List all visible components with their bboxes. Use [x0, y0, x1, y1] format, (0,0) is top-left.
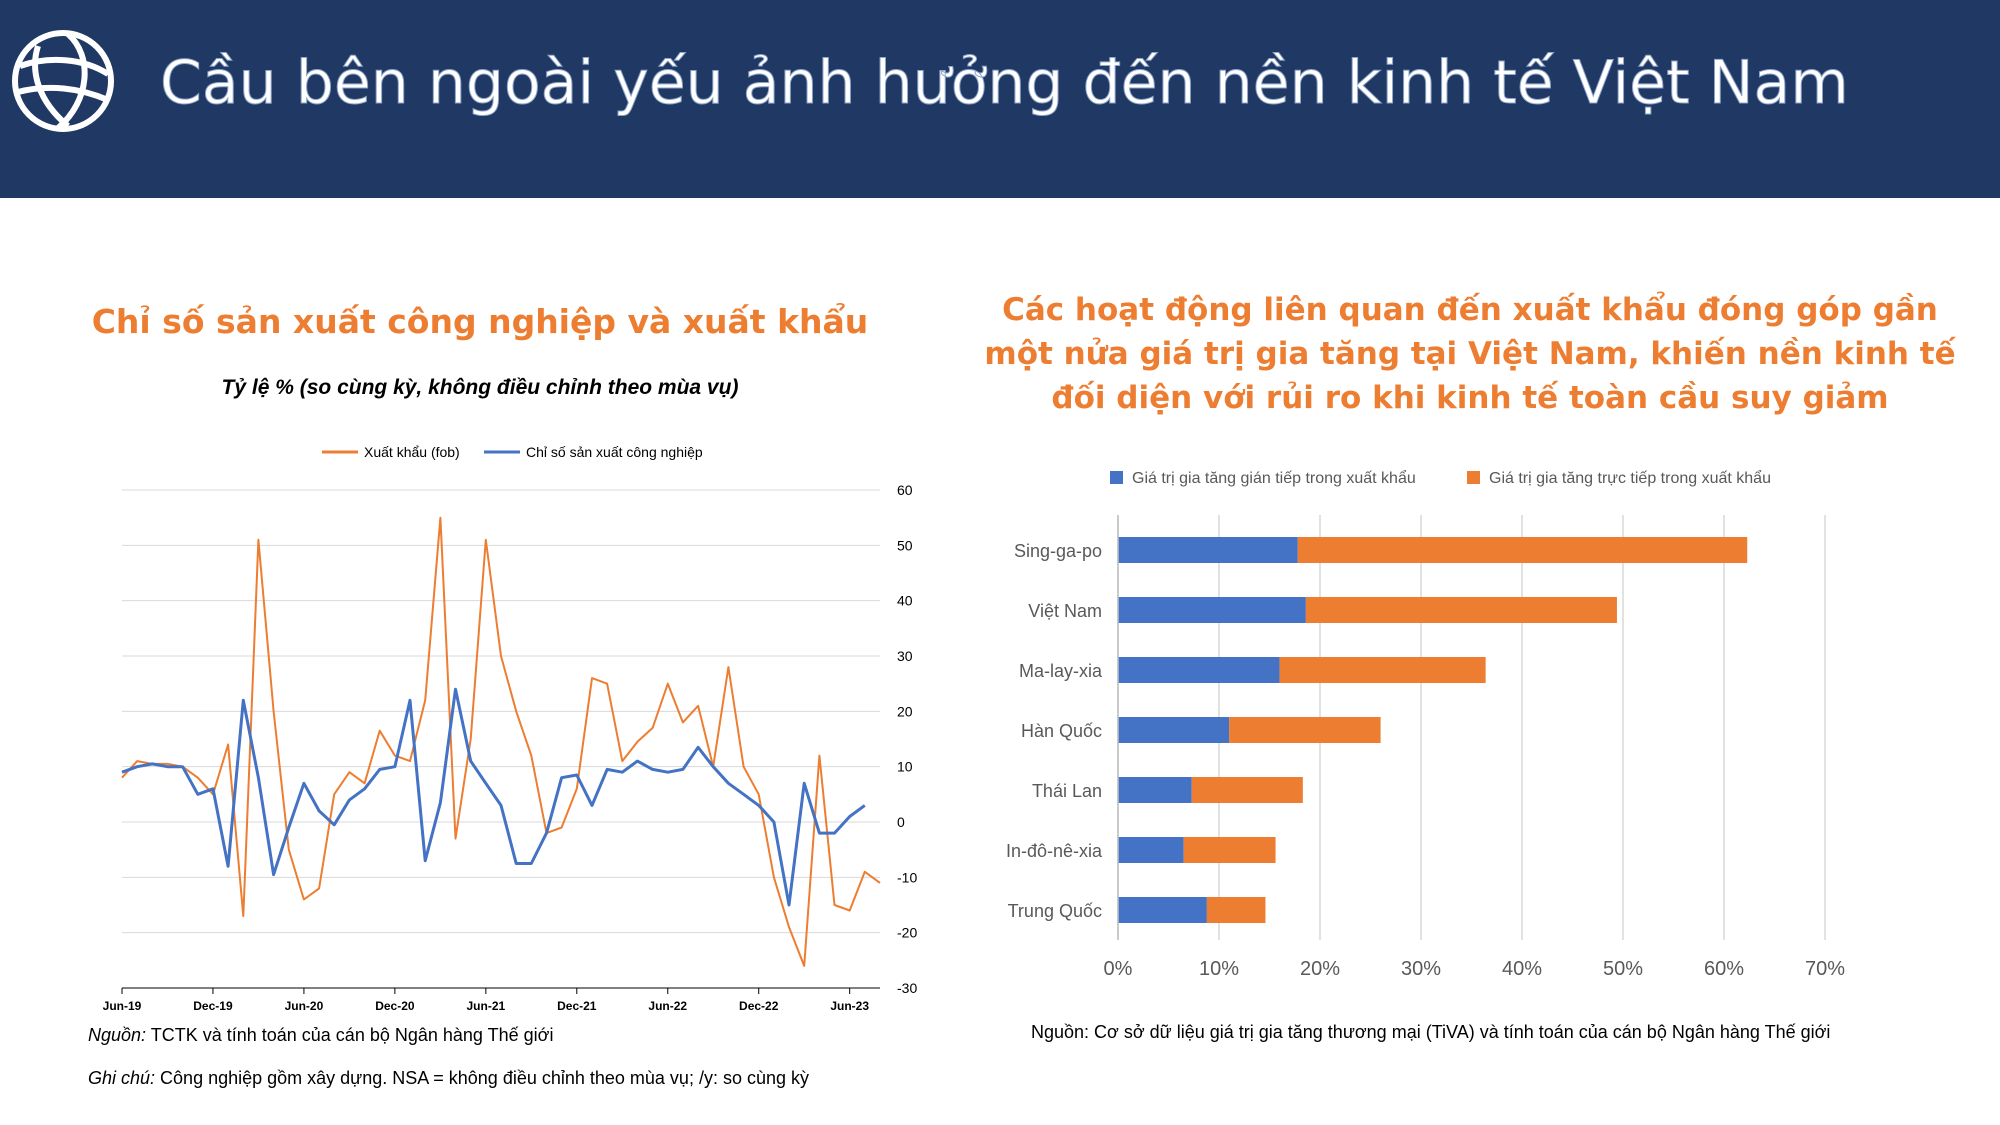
y-tick-label: -30 — [897, 980, 917, 996]
note-text: Công nghiệp gồm xây dựng. NSA = không đi… — [155, 1068, 809, 1088]
x-tick-label: 30% — [1401, 958, 1441, 980]
category-label: Hàn Quốc — [1021, 721, 1102, 741]
y-tick-label: 60 — [897, 482, 913, 498]
bar-indirect-value-added — [1118, 657, 1280, 683]
x-tick-label: 40% — [1502, 958, 1542, 980]
y-tick-label: 30 — [897, 648, 913, 664]
x-tick-label: 20% — [1300, 958, 1340, 980]
y-tick-label: 20 — [897, 703, 913, 719]
y-tick-label: 10 — [897, 759, 913, 775]
legend-label: Chỉ số sản xuất công nghiệp — [526, 444, 703, 460]
x-tick-label: Dec-22 — [739, 999, 779, 1013]
bar-indirect-value-added — [1118, 597, 1306, 623]
category-label: Việt Nam — [1028, 601, 1102, 621]
category-label: Ma-lay-xia — [1019, 661, 1103, 681]
header-bar: Cầu bên ngoài yếu ảnh hưởng đến nền kinh… — [0, 0, 2000, 198]
series-line-exports — [121, 516, 881, 967]
bar-direct-value-added — [1206, 897, 1266, 923]
bar-direct-value-added — [1279, 657, 1486, 683]
category-label: Trung Quốc — [1008, 901, 1102, 921]
x-tick-label: Jun-23 — [830, 999, 869, 1013]
legend-label: Giá trị gia tăng trực tiếp trong xuất kh… — [1489, 469, 1771, 487]
x-tick-label: Jun-20 — [285, 999, 324, 1013]
x-tick-label: Dec-20 — [375, 999, 415, 1013]
y-tick-label: 50 — [897, 537, 913, 553]
bar-direct-value-added — [1191, 777, 1303, 803]
bar-direct-value-added — [1183, 837, 1276, 863]
x-tick-label: Jun-19 — [103, 999, 142, 1013]
x-tick-label: Jun-22 — [648, 999, 687, 1013]
bar-direct-value-added — [1297, 537, 1748, 563]
y-tick-label: -20 — [897, 925, 917, 941]
x-tick-label: 10% — [1199, 958, 1239, 980]
bar-indirect-value-added — [1118, 537, 1298, 563]
category-label: In-đô-nê-xia — [1006, 841, 1103, 861]
category-label: Thái Lan — [1032, 781, 1102, 801]
source-text: TCTK và tính toán của cán bộ Ngân hàng T… — [146, 1025, 554, 1045]
left-line-chart: -30 -20 -10 0 10 20 30 40 50 60 Jun-19 Dec-19 Jun-20… — [103, 444, 918, 1013]
right-source-note: Nguồn: Cơ sở dữ liệu giá trị gia tăng th… — [1031, 1022, 1831, 1042]
right-chart-title: Các hoạt động liên quan đến xuất khẩu đó… — [984, 292, 1956, 416]
y-tick-label: 0 — [897, 814, 905, 830]
bar-indirect-value-added — [1118, 717, 1230, 743]
category-label: Sing-ga-po — [1014, 541, 1102, 561]
legend-label: Giá trị gia tăng gián tiếp trong xuất kh… — [1132, 469, 1416, 487]
x-tick-label: 50% — [1603, 958, 1643, 980]
x-tick-label: 0% — [1104, 958, 1133, 980]
x-tick-label: Jun-21 — [466, 999, 505, 1013]
bar-direct-value-added — [1229, 717, 1381, 743]
note-label: Ghi chú: — [88, 1068, 156, 1088]
bar-indirect-value-added — [1118, 897, 1207, 923]
bar-direct-value-added — [1305, 597, 1617, 623]
right-bar-chart: 0% 10% 20% 30% 40% 50% 60% 70% Sing-ga-po Việt Na… — [1006, 469, 1845, 980]
page-title: Cầu bên ngoài yếu ảnh hưởng đến nền kinh… — [160, 48, 1850, 118]
y-tick-label: -10 — [897, 869, 917, 885]
y-tick-label: 40 — [897, 593, 913, 609]
source-label: Nguồn: — [88, 1025, 147, 1045]
left-footnote: Ghi chú: Công nghiệp gồm xây dựng. NSA =… — [88, 1068, 809, 1089]
series-line-industrial-production — [121, 687, 866, 907]
legend-swatch — [1110, 471, 1123, 484]
bar-indirect-value-added — [1118, 777, 1192, 803]
left-chart-title: Chỉ số sản xuất công nghiệp và xuất khẩu — [91, 302, 869, 341]
left-source-note: Nguồn: TCTK và tính toán của cán bộ Ngân… — [88, 1025, 553, 1046]
x-tick-label: Dec-19 — [193, 999, 233, 1013]
x-tick-label: Dec-21 — [557, 999, 597, 1013]
x-tick-label: 70% — [1805, 958, 1845, 980]
legend-label: Xuất khẩu (fob) — [364, 444, 460, 460]
globe-icon — [12, 30, 114, 132]
bar-indirect-value-added — [1118, 837, 1184, 863]
x-tick-label: 60% — [1704, 958, 1744, 980]
left-chart-subtitle: Tỷ lệ % (so cùng kỳ, không điều chỉnh th… — [221, 376, 739, 399]
legend-swatch — [1467, 471, 1480, 484]
